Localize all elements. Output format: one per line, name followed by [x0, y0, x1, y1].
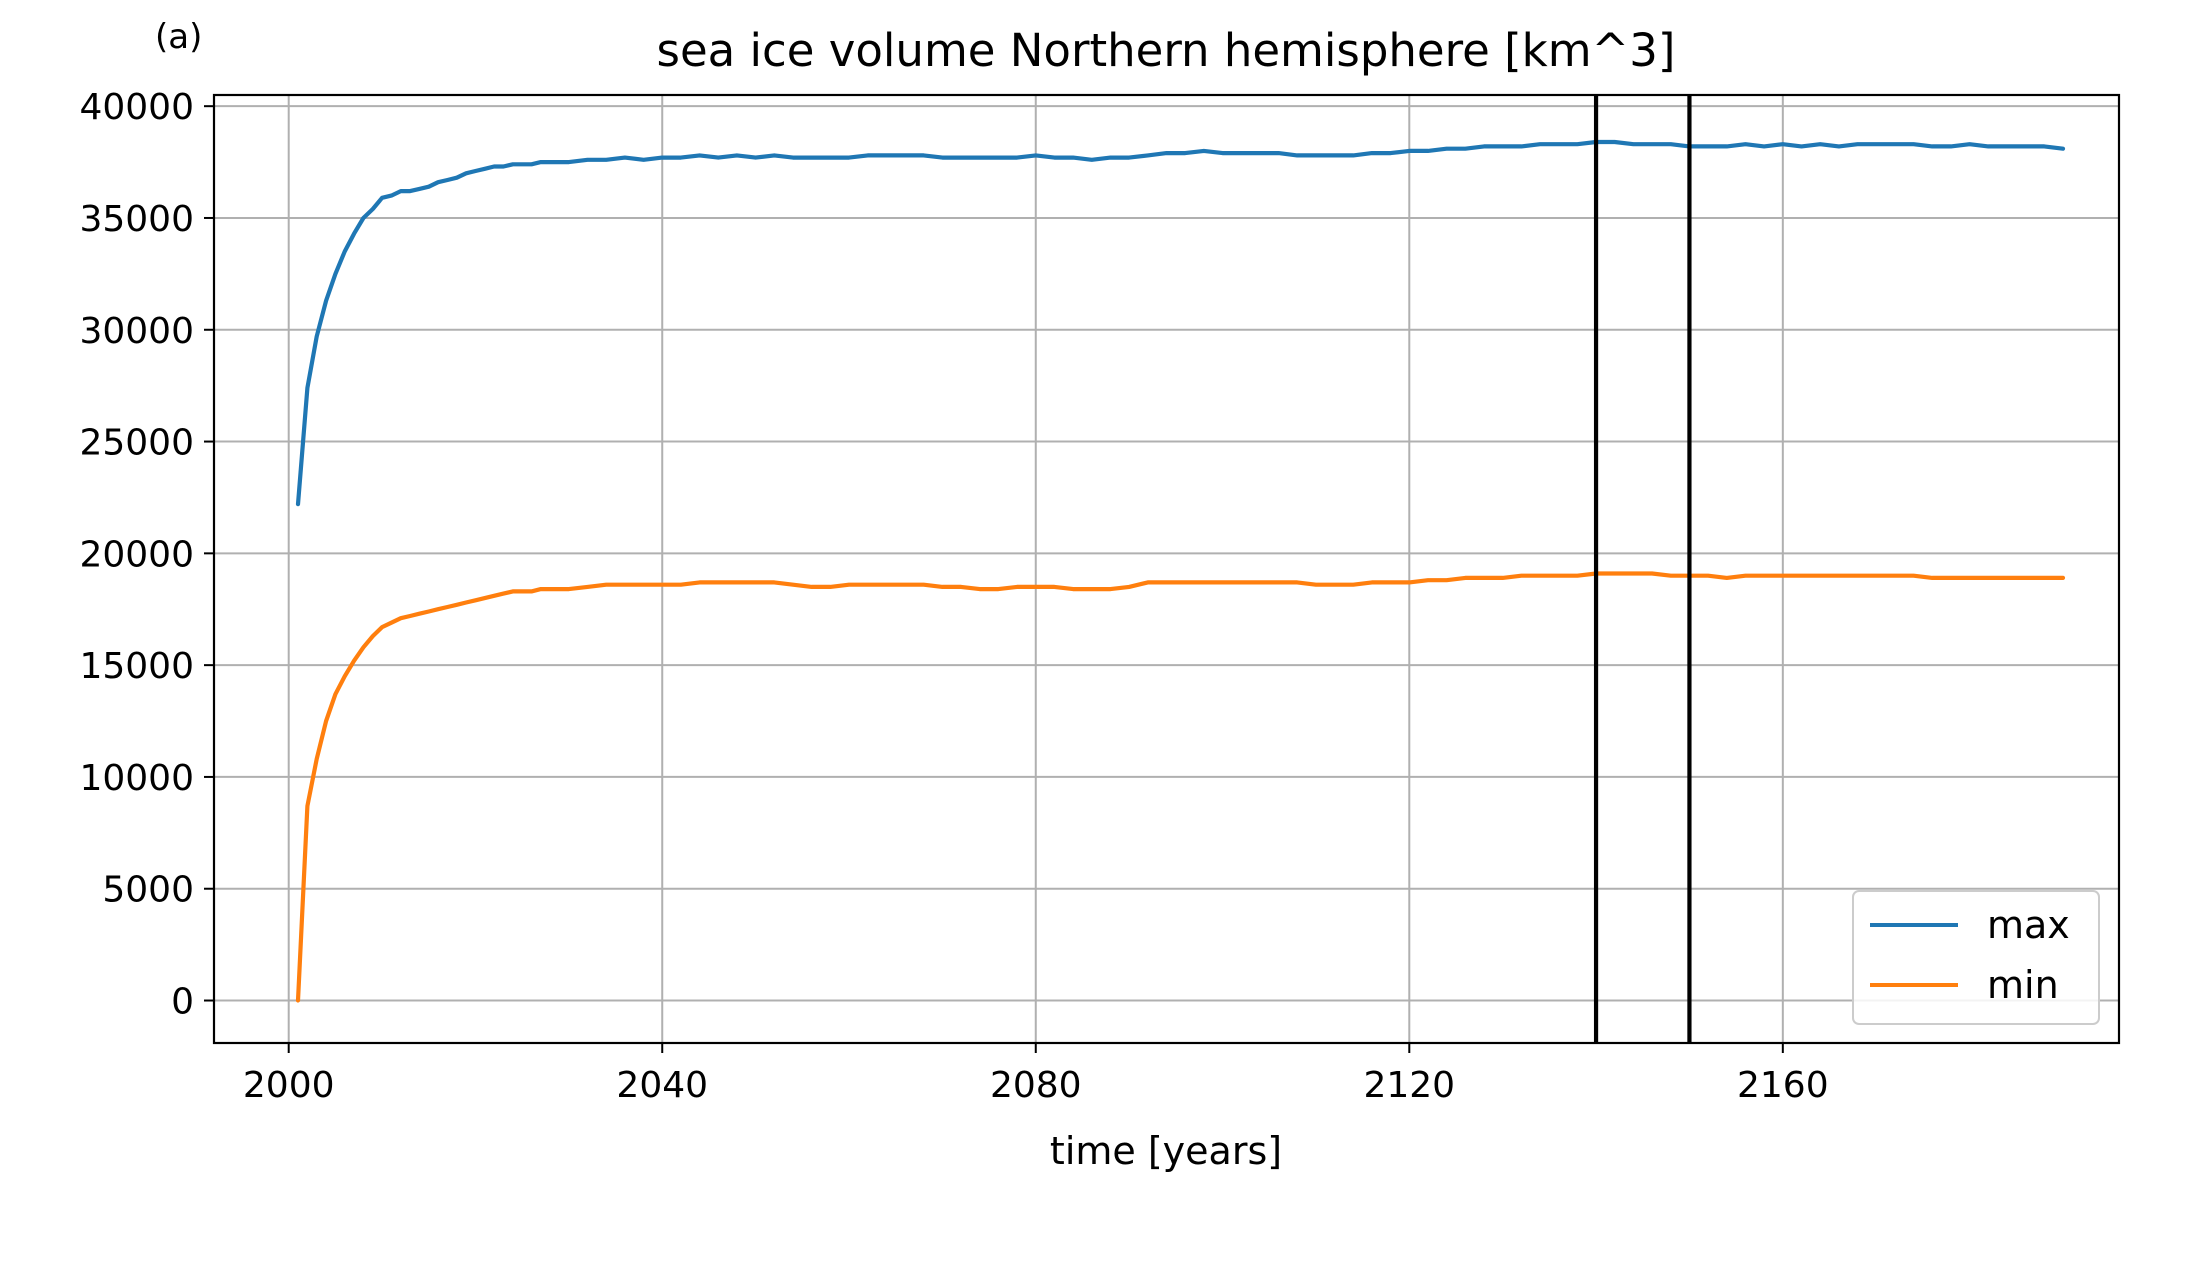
plot-frame: [212, 93, 2121, 1045]
y-tick-label: 5000: [102, 870, 194, 911]
x-tick-label: 2160: [1737, 1065, 1829, 1106]
x-tick-label: 2120: [1363, 1065, 1455, 1106]
y-tick-label: 10000: [79, 758, 194, 799]
vertical-markers: [1593, 95, 1692, 1043]
y-tick-label: 20000: [79, 534, 194, 575]
x-tick-label: 2080: [990, 1065, 1082, 1106]
grid: [214, 95, 2119, 1043]
series-line-max: [295, 139, 2066, 507]
y-tick-label: 35000: [79, 199, 194, 240]
x-tick-label: 2040: [616, 1065, 708, 1106]
series-line-min: [295, 571, 2066, 1003]
x-tick-label: 2000: [243, 1065, 335, 1106]
y-tick-label: 30000: [79, 311, 194, 352]
y-tick-label: 25000: [79, 423, 194, 464]
legend-label-min: min: [1987, 963, 2059, 1007]
y-axis-ticks: 0 5000 10000 15000 20000 25000 30000 35000 40000: [79, 87, 214, 1023]
y-tick-label: 40000: [79, 87, 194, 128]
x-axis-label: time [years]: [1050, 1129, 1282, 1173]
legend: max min: [1852, 890, 2100, 1025]
panel-label: (a): [155, 17, 202, 57]
y-tick-label: 15000: [79, 646, 194, 687]
legend-label-max: max: [1987, 903, 2070, 947]
series-lines: [295, 139, 2066, 1003]
x-axis-ticks: 2000 2040 2080 2120 2160: [243, 1043, 1829, 1106]
y-tick-label: 0: [171, 982, 194, 1023]
chart-title: sea ice volume Northern hemisphere [km^3…: [657, 24, 1676, 77]
